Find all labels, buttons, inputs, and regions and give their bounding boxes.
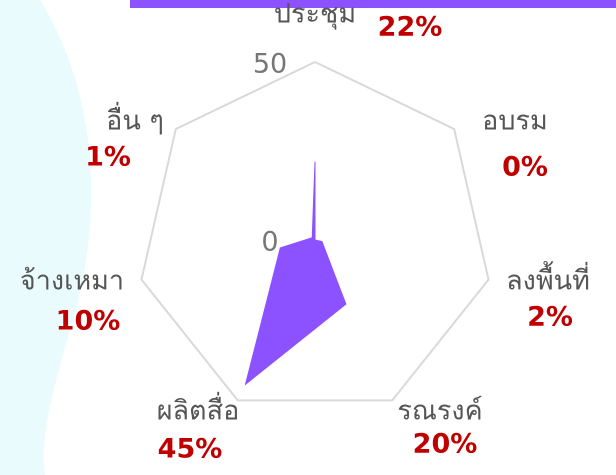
tick-label: 0	[261, 227, 278, 258]
category-label: ลงพื้นที่	[506, 261, 590, 297]
value-label: 45%	[158, 434, 223, 465]
grid-line	[140, 60, 490, 402]
category-label: อื่น ๆ	[106, 102, 164, 137]
category-label: ประชุม	[274, 0, 356, 31]
value-label: 2%	[527, 302, 573, 333]
value-label: 22%	[378, 12, 443, 43]
background-shape	[0, 0, 92, 475]
category-label: รณรงค์	[397, 395, 482, 427]
value-label: 1%	[85, 142, 131, 173]
value-label: 0%	[502, 152, 548, 183]
category-label: อบรม	[482, 106, 548, 137]
value-label: 10%	[56, 306, 121, 337]
category-label: ผลิตสื่อ	[157, 392, 240, 427]
category-label: จ้างเหมา	[20, 266, 124, 297]
top-bar	[130, 0, 616, 8]
value-label: 20%	[413, 429, 478, 460]
radar-area	[244, 161, 347, 386]
tick-label: 50	[253, 49, 287, 80]
